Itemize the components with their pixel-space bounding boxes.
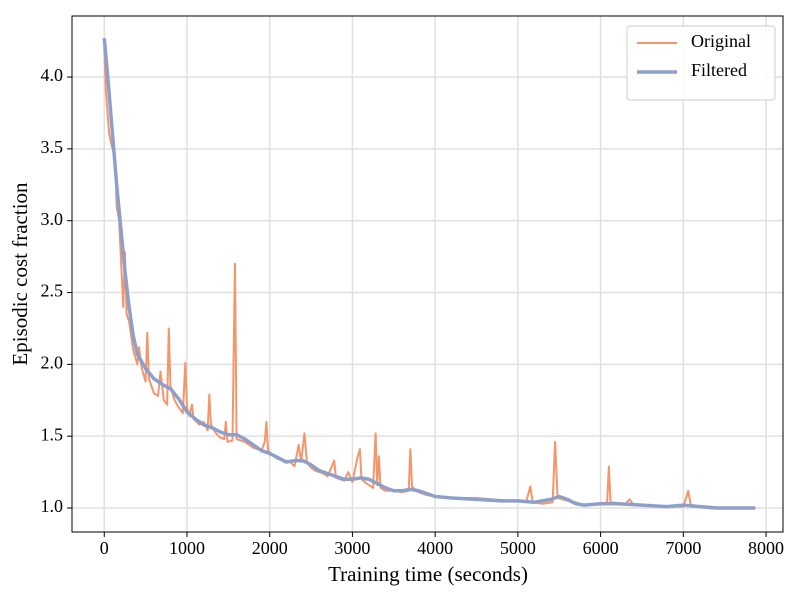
y-tick-label: 2.0 xyxy=(41,352,64,372)
series-line xyxy=(103,48,756,510)
x-tick-label: 5000 xyxy=(500,538,536,558)
x-axis-label: Training time (seconds) xyxy=(328,562,528,586)
x-tick-label: 4000 xyxy=(417,538,453,558)
y-tick-label: 3.5 xyxy=(41,137,64,157)
legend-label: Original xyxy=(691,31,751,51)
y-tick-label: 1.5 xyxy=(41,424,64,444)
x-tick-label: 7000 xyxy=(665,538,701,558)
x-tick-label: 8000 xyxy=(748,538,784,558)
legend-box xyxy=(626,25,776,101)
y-tick-label: 4.0 xyxy=(41,65,64,85)
legend-label: Filtered xyxy=(691,60,747,80)
y-axis-label: Episodic cost fraction xyxy=(8,182,32,366)
x-tick-label: 6000 xyxy=(583,538,619,558)
x-tick-label: 2000 xyxy=(252,538,288,558)
x-tick-label: 3000 xyxy=(334,538,370,558)
series-line xyxy=(102,38,756,510)
plot-frame xyxy=(71,15,784,533)
y-tick-label: 1.0 xyxy=(41,496,64,516)
y-tick-label: 3.0 xyxy=(41,209,64,229)
x-tick-label: 0 xyxy=(100,538,109,558)
y-tick-label: 2.5 xyxy=(41,281,64,301)
x-tick-label: 1000 xyxy=(169,538,205,558)
